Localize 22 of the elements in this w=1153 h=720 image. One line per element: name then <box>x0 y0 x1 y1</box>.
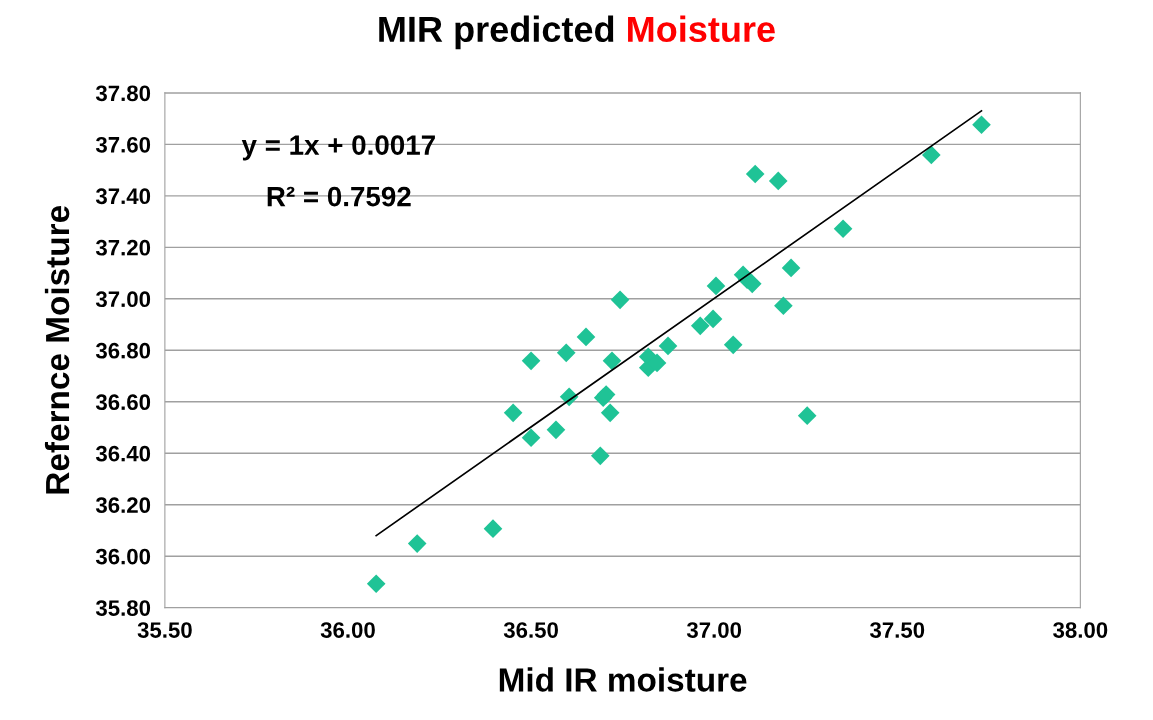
annotation: R² = 0.7592 <box>267 186 411 207</box>
x-tick-label: 36.50 <box>503 622 558 638</box>
annotation: y = 1x + 0.0017 <box>241 135 435 161</box>
y-tick-label: 35.80 <box>95 600 151 616</box>
y-tick-label: 36.60 <box>95 394 151 411</box>
x-tick-label: 36.00 <box>320 622 375 638</box>
y-tick-label: 36.40 <box>95 445 151 462</box>
y-tick-label: 37.80 <box>95 85 151 102</box>
chart-title: MIR predicted Moisture <box>379 15 775 50</box>
y-tick-label: 37.00 <box>95 291 151 308</box>
x-tick-label: 37.00 <box>686 622 742 638</box>
y-tick-label: 37.40 <box>95 188 151 205</box>
x-tick-label: 37.50 <box>869 622 925 638</box>
x-tick-label: 35.50 <box>137 622 192 638</box>
y-tick-label: 37.60 <box>95 136 151 153</box>
y-tick-label: 36.80 <box>95 342 151 359</box>
y-tick-label: 37.20 <box>95 239 151 256</box>
x-tick-label: 38.00 <box>1053 622 1108 638</box>
y-axis-title: Refernce Moisture <box>44 206 70 494</box>
x-axis-title: Mid IR moisture <box>499 667 747 692</box>
y-tick-label: 36.20 <box>95 497 151 514</box>
y-tick-label: 36.00 <box>95 548 151 565</box>
